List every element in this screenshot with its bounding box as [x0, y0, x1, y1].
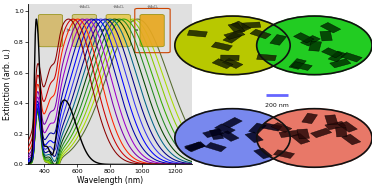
Text: 200 nm: 200 nm [265, 103, 289, 108]
X-axis label: Wavelength (nm): Wavelength (nm) [77, 176, 143, 185]
Y-axis label: Extinction (arb. u.): Extinction (arb. u.) [3, 48, 12, 120]
